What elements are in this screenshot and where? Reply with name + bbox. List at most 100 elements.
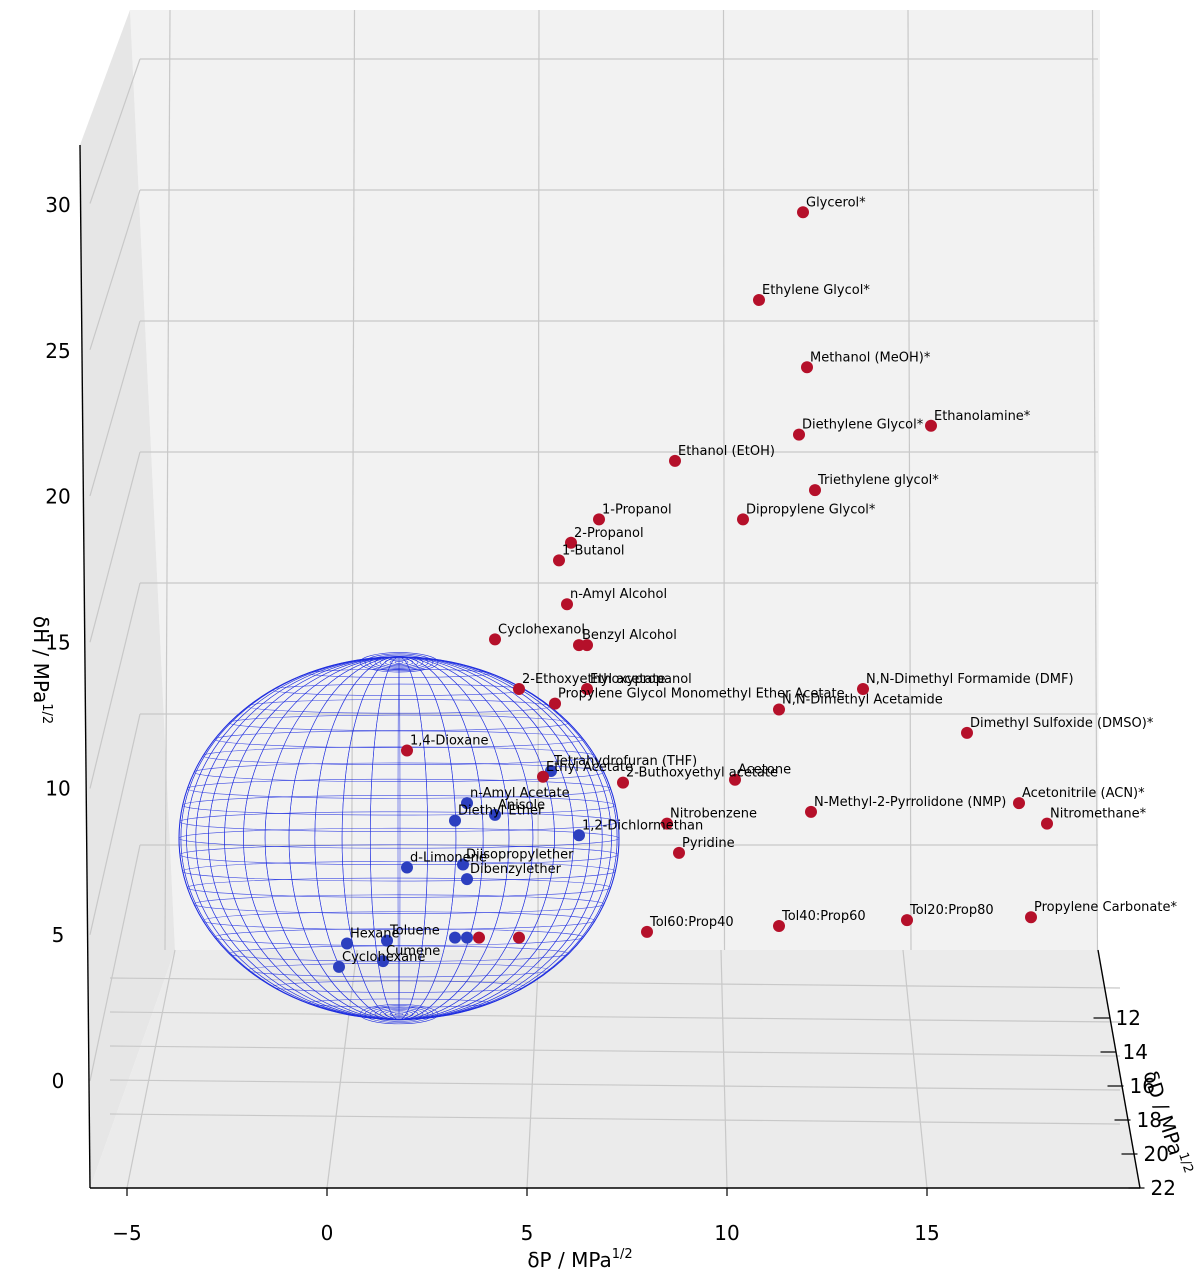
grid-line bbox=[89, 320, 141, 497]
y-tick-label: 14 bbox=[1123, 1040, 1148, 1064]
point-label: Anisole bbox=[498, 798, 545, 813]
point-label: Propylene Glycol Monomethyl Ether Acetat… bbox=[558, 687, 845, 702]
sphere-pole bbox=[374, 1007, 424, 1021]
grid-line bbox=[902, 949, 928, 1189]
point-label: Nitromethane* bbox=[1050, 807, 1147, 822]
grid-line bbox=[89, 451, 141, 643]
data-point bbox=[573, 829, 585, 842]
y-tick-label: 20 bbox=[1144, 1142, 1169, 1166]
data-point bbox=[961, 726, 973, 739]
grid-line bbox=[164, 9, 171, 951]
point-label: d-Limonene bbox=[410, 850, 487, 865]
data-point bbox=[341, 937, 353, 950]
grid-line bbox=[109, 1113, 1121, 1125]
data-point bbox=[809, 484, 821, 497]
data-point bbox=[857, 683, 869, 696]
sphere-pole bbox=[359, 1004, 439, 1025]
x-tick-label: 10 bbox=[714, 1221, 739, 1245]
point-label: n-Amyl Acetate bbox=[470, 786, 570, 801]
x-tick-label: 5 bbox=[521, 1221, 534, 1245]
data-point bbox=[513, 683, 525, 696]
data-point bbox=[549, 697, 561, 710]
data-point bbox=[473, 931, 485, 944]
data-point bbox=[489, 808, 501, 821]
grid-line bbox=[89, 58, 141, 204]
data-point bbox=[513, 931, 525, 944]
grid-line bbox=[326, 949, 358, 1189]
z-tick-label: 15 bbox=[45, 630, 70, 654]
sphere-outline bbox=[178, 656, 620, 1021]
data-point bbox=[581, 639, 593, 652]
point-label: Methanol (MeOH)* bbox=[810, 350, 931, 365]
point-label: Acetonitrile (ACN)* bbox=[1022, 786, 1145, 801]
data-point bbox=[449, 931, 461, 944]
z-tick-label: 30 bbox=[45, 193, 70, 217]
data-point bbox=[457, 858, 469, 871]
data-point bbox=[805, 805, 817, 818]
y-tick-label: 18 bbox=[1137, 1108, 1162, 1132]
point-label: Propylene Carbonate* bbox=[1034, 900, 1177, 915]
x-tick-label: 15 bbox=[914, 1221, 939, 1245]
sphere-pole bbox=[369, 654, 429, 670]
point-label: Ethanolamine* bbox=[934, 409, 1031, 424]
point-label: Diethylene Glycol* bbox=[802, 418, 924, 433]
point-label: 2-Ethoxyethyl acetate bbox=[522, 672, 666, 687]
point-label: Glycerol* bbox=[806, 195, 866, 210]
grid-line bbox=[89, 189, 141, 350]
data-point bbox=[581, 683, 593, 696]
data-point bbox=[565, 536, 577, 549]
solubility-sphere bbox=[178, 652, 620, 1025]
data-point bbox=[449, 814, 461, 827]
z-tick-label: 10 bbox=[45, 777, 70, 801]
grid-line bbox=[722, 9, 726, 951]
point-label: n-Amyl Alcohol bbox=[570, 587, 667, 602]
point-label: Acetone bbox=[738, 763, 791, 778]
point-label: 1-Propanol bbox=[602, 502, 672, 517]
sphere-pole bbox=[379, 657, 419, 668]
data-point bbox=[1025, 911, 1037, 924]
data-point bbox=[669, 454, 681, 467]
point-label: 1,2-Dichlormethan bbox=[582, 818, 703, 833]
z-tick-label: 20 bbox=[45, 485, 70, 509]
point-label: Pyridine bbox=[682, 836, 735, 851]
data-point bbox=[1013, 797, 1025, 810]
x-tick-label: 0 bbox=[321, 1221, 334, 1245]
data-point bbox=[673, 846, 685, 859]
sphere-pole bbox=[394, 1012, 404, 1016]
point-label: Cyclohexane bbox=[342, 950, 425, 965]
data-point bbox=[401, 744, 413, 757]
grid-line bbox=[89, 582, 141, 789]
point-label: Ethanol (EtOH) bbox=[678, 444, 775, 459]
data-point bbox=[793, 428, 805, 441]
point-label: Diisopropylether bbox=[466, 848, 574, 863]
point-label: Cyclohexanol bbox=[498, 622, 585, 637]
sphere-pole bbox=[389, 659, 409, 665]
grid-line bbox=[89, 844, 141, 1082]
floor-pane bbox=[90, 950, 1140, 1188]
z-tick-label: 25 bbox=[45, 339, 70, 363]
point-label: 2-Buthoxyethyl acetate bbox=[626, 766, 778, 781]
point-label: Ethyl Acetate bbox=[546, 760, 633, 775]
data-point bbox=[561, 598, 573, 611]
grid-line bbox=[89, 713, 141, 935]
point-label: Dipropylene Glycol* bbox=[746, 502, 876, 517]
point-label: Ethoxypropanol bbox=[590, 672, 692, 687]
sphere-pole bbox=[394, 661, 404, 664]
sphere-pole bbox=[384, 658, 414, 667]
point-label: N-Methyl-2-Pyrrolidone (NMP) bbox=[814, 795, 1006, 810]
point-label: Tol20:Prop80 bbox=[909, 903, 994, 918]
sphere-pole bbox=[379, 1009, 419, 1020]
point-label: Cumene bbox=[386, 944, 440, 959]
data-point bbox=[661, 817, 673, 830]
y-tick-label: 22 bbox=[1151, 1176, 1176, 1200]
data-point bbox=[593, 513, 605, 526]
grid-line bbox=[720, 949, 728, 1189]
y-axis-line bbox=[1097, 949, 1141, 1189]
data-point bbox=[773, 703, 785, 716]
data-point bbox=[553, 554, 565, 567]
y-tick-label: 16 bbox=[1130, 1074, 1155, 1098]
grid-line bbox=[109, 977, 1121, 989]
grid-line bbox=[537, 9, 540, 951]
